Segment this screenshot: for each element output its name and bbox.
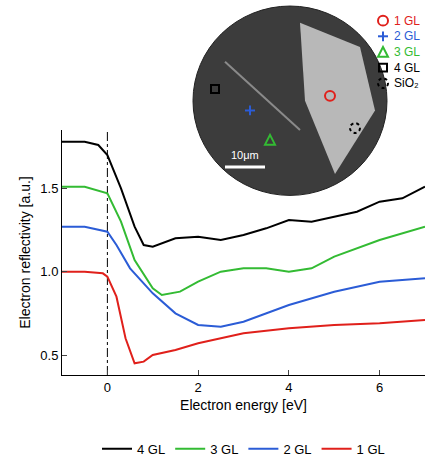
svg-text:4 GL: 4 GL	[137, 442, 165, 457]
svg-text:1 GL: 1 GL	[357, 442, 385, 457]
svg-text:0.5: 0.5	[40, 348, 58, 363]
svg-text:Electron reflectivity [a.u.]: Electron reflectivity [a.u.]	[17, 176, 33, 329]
svg-text:4: 4	[285, 380, 292, 395]
svg-text:2 GL: 2 GL	[283, 442, 311, 457]
svg-text:3 GL: 3 GL	[394, 45, 420, 59]
svg-text:10μm: 10μm	[231, 149, 259, 161]
svg-text:1 GL: 1 GL	[394, 14, 420, 28]
svg-text:SiO₂: SiO₂	[394, 76, 419, 90]
svg-text:1.0: 1.0	[40, 264, 58, 279]
svg-text:6: 6	[376, 380, 383, 395]
svg-text:2 GL: 2 GL	[394, 29, 420, 43]
svg-text:4 GL: 4 GL	[394, 61, 420, 75]
svg-text:0: 0	[104, 380, 111, 395]
svg-text:2: 2	[195, 380, 202, 395]
svg-text:1.5: 1.5	[40, 181, 58, 196]
svg-text:3 GL: 3 GL	[210, 442, 238, 457]
svg-text:Electron energy [eV]: Electron energy [eV]	[180, 397, 307, 413]
